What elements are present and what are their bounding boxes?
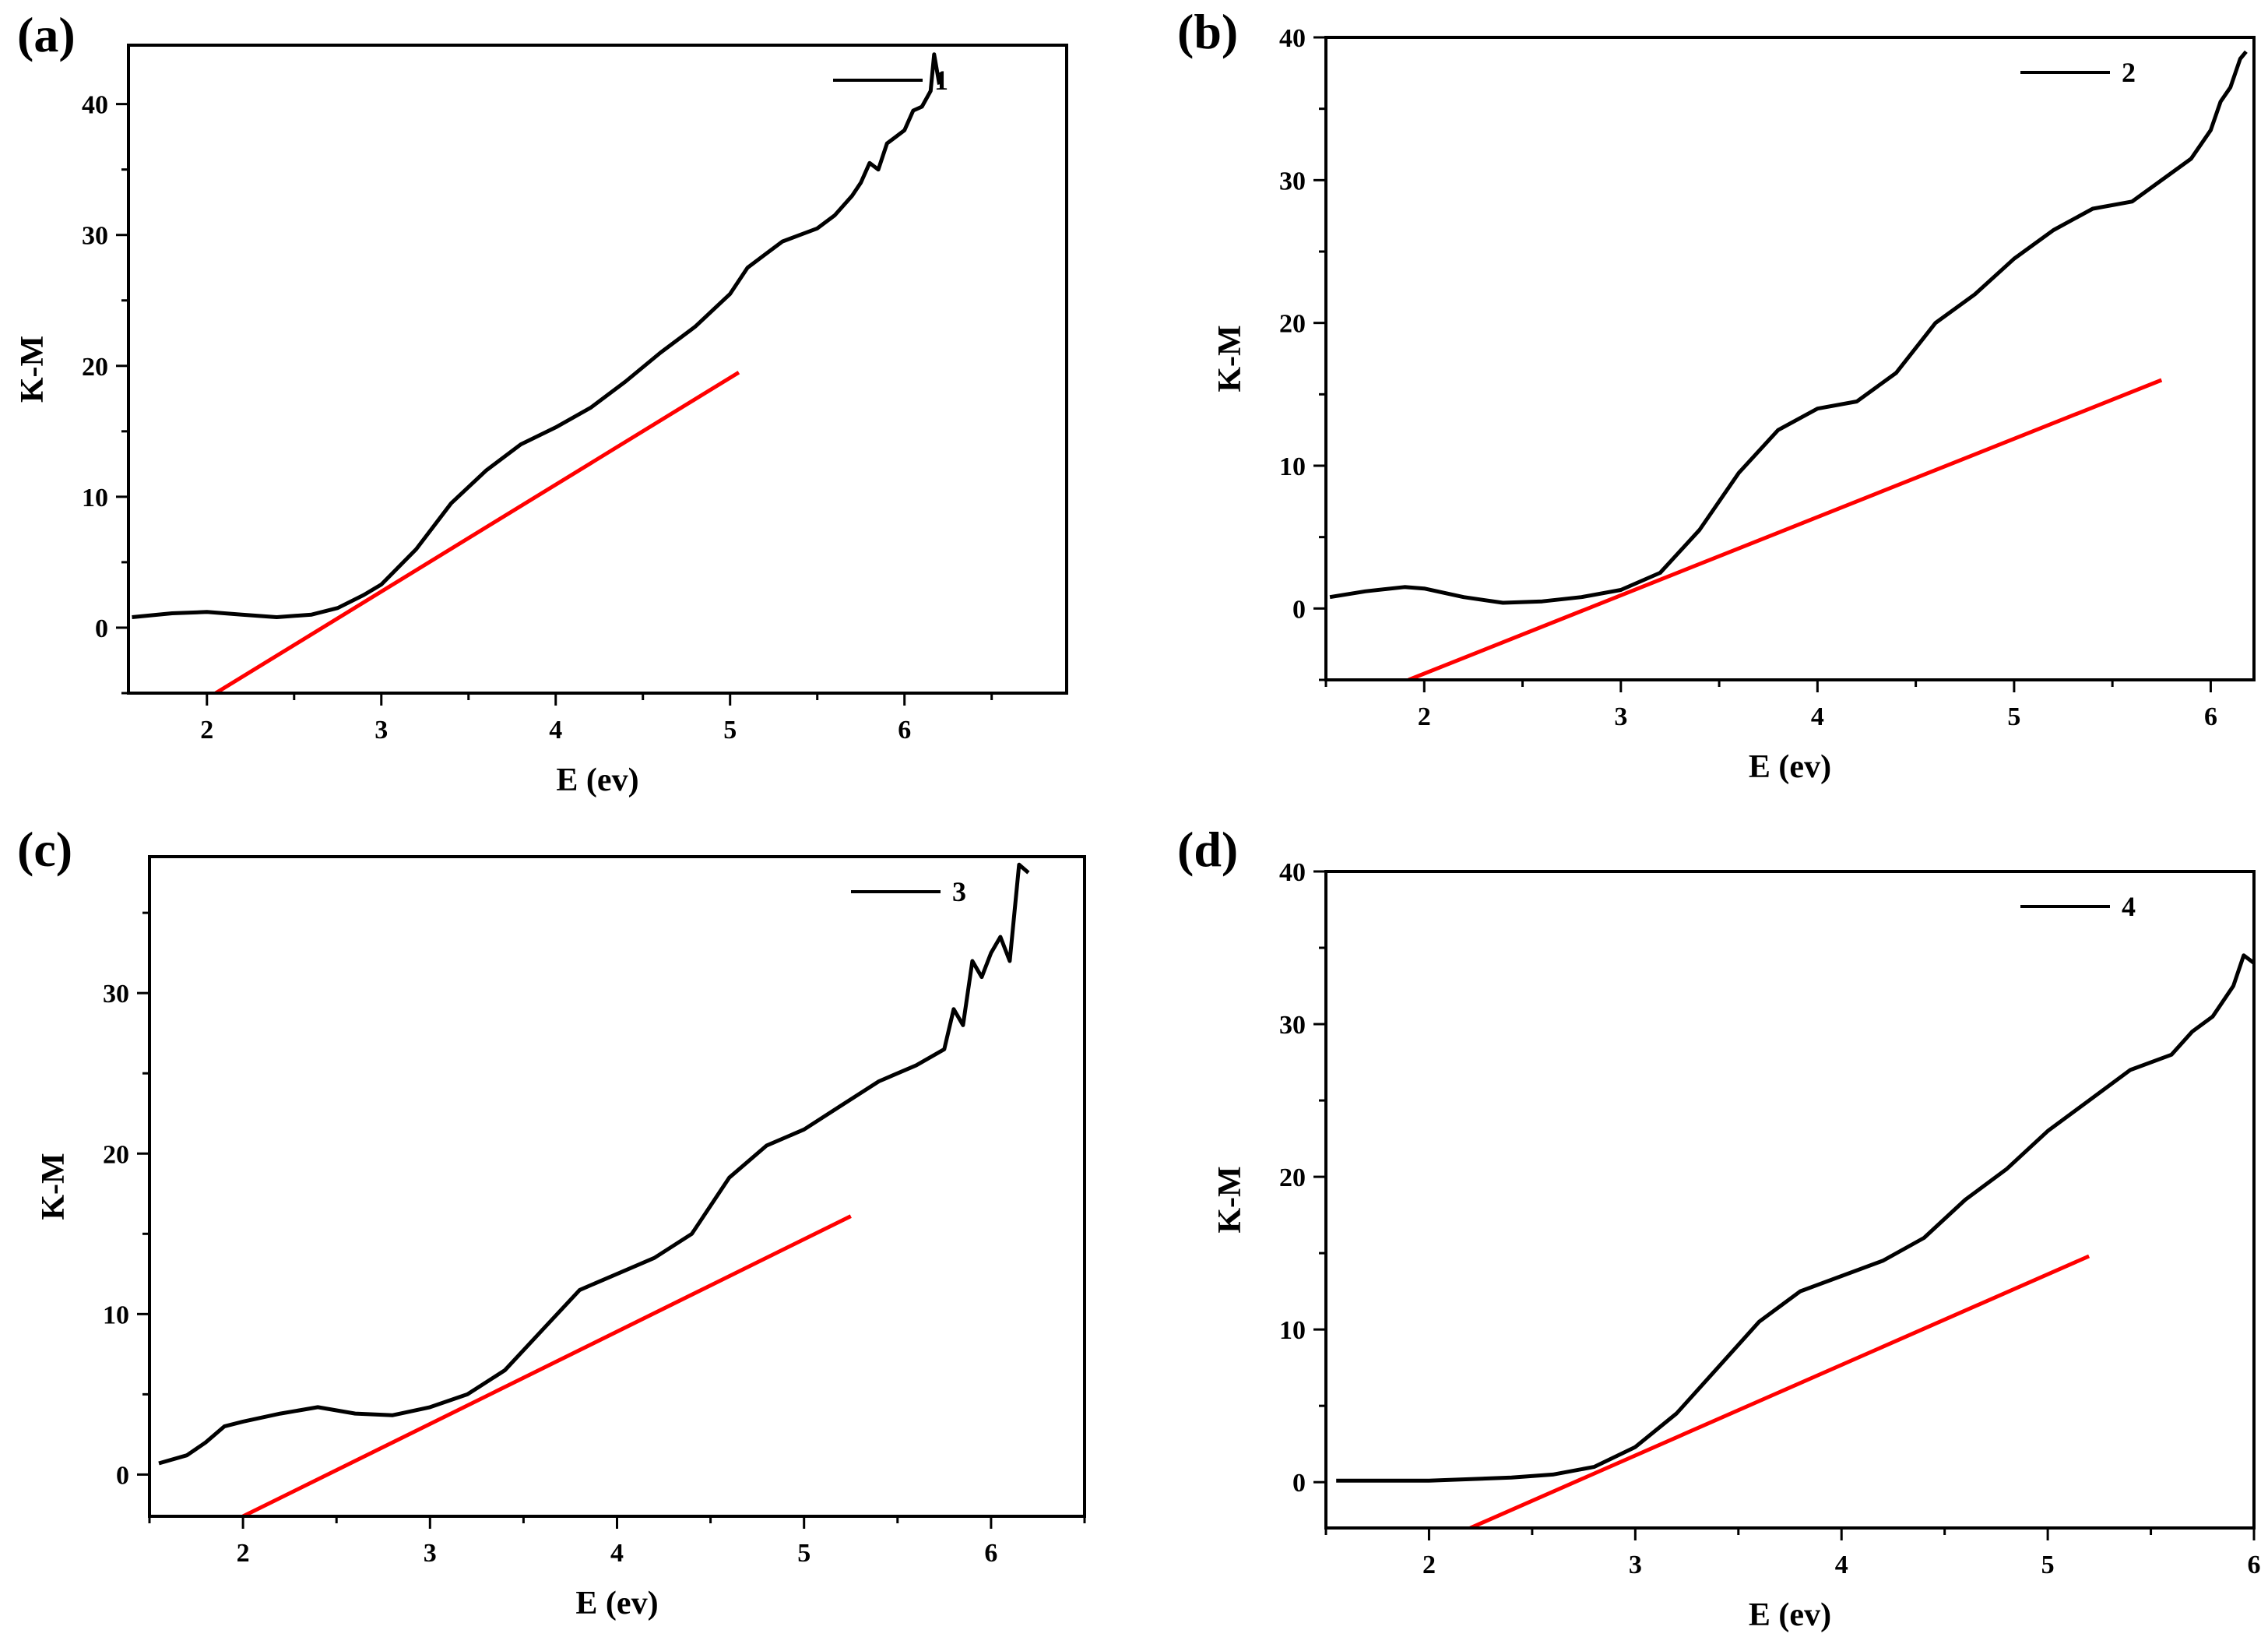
x-tick-label: 5 (2007, 702, 2020, 731)
x-tick-label: 2 (1422, 1551, 1436, 1579)
y-tick-label: 0 (116, 1461, 129, 1490)
panel-d-label: (d) (1177, 822, 1238, 877)
y-tick-label: 30 (103, 980, 129, 1009)
y-tick-label: 20 (1279, 310, 1306, 339)
panel-a-x-axis-title: E (ev) (556, 762, 638, 798)
panel-d-x-axis-title: E (ev) (1749, 1597, 1831, 1633)
panel-c-x-axis-title: E (ev) (575, 1586, 658, 1621)
x-tick-label: 4 (549, 716, 562, 745)
panel-c-y-axis-title: K-M (36, 1153, 72, 1220)
y-tick-label: 30 (1279, 167, 1306, 195)
y-tick-label: 30 (1279, 1011, 1306, 1040)
x-tick-label: 3 (424, 1539, 437, 1568)
series-1-line (132, 52, 941, 619)
x-tick-label: 5 (2041, 1551, 2055, 1579)
panel-a-y-axis-title: K-M (15, 336, 51, 403)
panel-a: (a) 2 3 4 5 6 0 10 20 30 40 E (ev) K-M 1 (15, 7, 1068, 798)
panel-d-legend-label: 4 (2122, 891, 2136, 922)
y-tick-label: 0 (1292, 1469, 1306, 1498)
series-4-line (1336, 953, 2254, 1483)
panel-b-legend: 2 (2020, 57, 2136, 88)
panel-c-legend-label: 3 (952, 876, 966, 907)
panel-a-plot-frame (127, 44, 1068, 695)
x-tick-label: 6 (898, 716, 911, 745)
panel-c-label: (c) (17, 822, 72, 877)
y-tick-label: 0 (95, 614, 108, 643)
panel-a-legend-label: 1 (934, 65, 948, 96)
x-tick-label: 6 (984, 1539, 997, 1568)
series-3-line (158, 862, 1030, 1466)
x-tick-label: 4 (1835, 1551, 1848, 1579)
y-tick-label: 10 (82, 484, 108, 512)
panel-a-series (132, 52, 941, 693)
y-tick-label: 20 (103, 1140, 129, 1169)
panel-c-series (158, 862, 1030, 1516)
panel-c-legend: 3 (851, 876, 966, 907)
panel-c-ticks: 2 3 4 5 6 0 10 20 30 (103, 911, 1086, 1568)
x-tick-label: 3 (1614, 702, 1627, 731)
tangent-line (241, 1214, 852, 1516)
y-tick-label: 40 (82, 91, 108, 120)
panel-b-label: (b) (1177, 4, 1238, 59)
tangent-line (214, 371, 740, 693)
tangent-line (1408, 378, 2163, 680)
y-tick-label: 10 (103, 1301, 129, 1329)
panel-b-series (1329, 50, 2248, 680)
panel-b-y-axis-title: K-M (1212, 325, 1248, 392)
x-tick-label: 3 (374, 716, 388, 745)
panel-d-ticks: 2 3 4 5 6 0 10 20 30 40 (1279, 858, 2261, 1579)
panel-d-legend: 4 (2020, 891, 2136, 922)
panel-d-plot-frame (1324, 870, 2256, 1530)
panel-b: (b) 2 3 4 5 6 0 10 20 30 40 E (ev) K-M 2 (1177, 4, 2256, 785)
panel-d: (d) 2 3 4 5 6 0 10 20 30 40 E (ev) K-M 4 (1177, 822, 2261, 1633)
x-tick-label: 6 (2248, 1551, 2261, 1579)
x-tick-label: 2 (237, 1539, 250, 1568)
panel-c: (c) 2 3 4 5 6 0 10 20 30 E (ev) K-M 3 (17, 822, 1086, 1621)
panel-b-legend-label: 2 (2122, 57, 2136, 88)
y-tick-label: 10 (1279, 452, 1306, 481)
x-tick-label: 5 (723, 716, 737, 745)
x-tick-label: 3 (1629, 1551, 1642, 1579)
x-tick-label: 5 (797, 1539, 811, 1568)
panel-a-label: (a) (17, 7, 76, 62)
x-tick-label: 2 (1418, 702, 1431, 731)
y-tick-label: 10 (1279, 1316, 1306, 1345)
panel-c-plot-frame (148, 855, 1086, 1518)
y-tick-label: 20 (1279, 1164, 1306, 1192)
y-tick-label: 0 (1292, 595, 1306, 624)
series-2-line (1329, 50, 2248, 605)
x-tick-label: 6 (2204, 702, 2217, 731)
tangent-line (1469, 1254, 2090, 1528)
panel-d-series (1336, 953, 2254, 1528)
y-tick-label: 20 (82, 353, 108, 382)
panel-a-ticks: 2 3 4 5 6 0 10 20 30 40 (82, 91, 993, 745)
panel-b-plot-frame (1324, 36, 2256, 681)
y-tick-label: 30 (82, 222, 108, 251)
y-tick-label: 40 (1279, 24, 1306, 53)
panel-a-legend: 1 (833, 65, 948, 96)
panel-d-y-axis-title: K-M (1212, 1166, 1248, 1233)
x-tick-label: 4 (1811, 702, 1824, 731)
x-tick-label: 2 (200, 716, 213, 745)
panel-b-ticks: 2 3 4 5 6 0 10 20 30 40 (1279, 24, 2217, 731)
panel-b-x-axis-title: E (ev) (1749, 749, 1831, 785)
x-tick-label: 4 (610, 1539, 624, 1568)
y-tick-label: 40 (1279, 858, 1306, 887)
